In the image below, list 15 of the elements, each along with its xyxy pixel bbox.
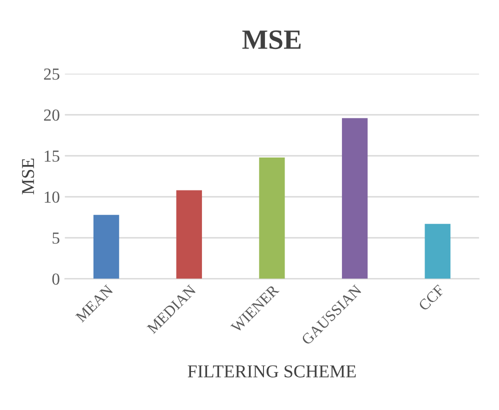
y-tick-label: 15 [44,150,60,162]
x-axis-title: FILTERING SCHEME [188,365,356,378]
bar [93,214,120,279]
bar [424,224,450,279]
y-tick-label: 0 [52,274,60,285]
x-tick-label: CCF [418,284,445,312]
bar [176,190,202,279]
y-tick-label: 25 [44,68,60,80]
bar [259,157,285,279]
y-tick-label: 5 [52,232,60,244]
y-axis-title: MSE [22,158,34,194]
y-tick-label: 20 [44,110,60,121]
bar [342,118,368,279]
y-tick-label: 10 [44,192,60,203]
chart-title: MSE [242,30,301,50]
